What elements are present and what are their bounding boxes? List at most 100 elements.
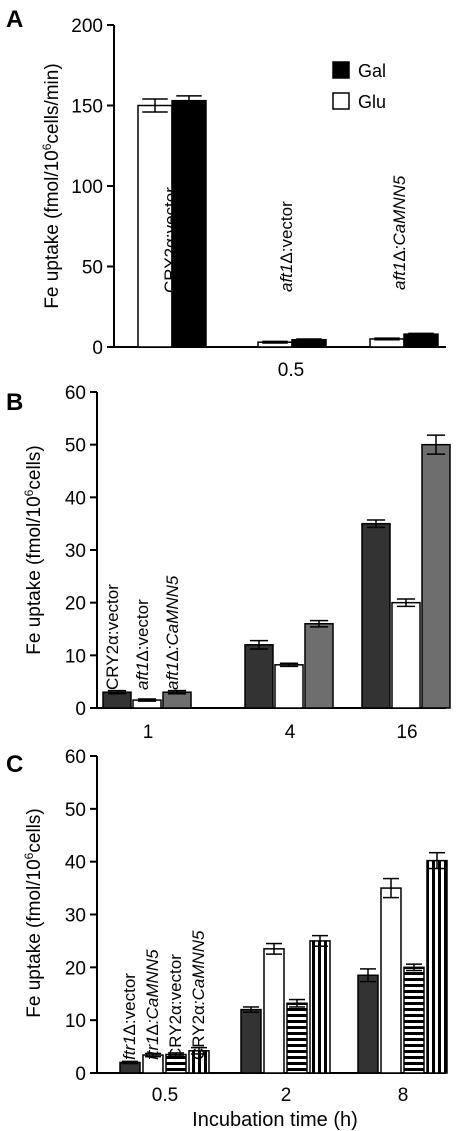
legend-swatch bbox=[332, 92, 350, 110]
series-label: ftr1Δ:CaMNN5 bbox=[143, 949, 162, 1060]
x-tick-label: 0.5 bbox=[152, 1085, 178, 1106]
ylabel-part: Fe uptake (fmol/10 bbox=[24, 496, 45, 654]
ylabel-part: Fe uptake (fmol/10 bbox=[42, 150, 63, 308]
bar-2 bbox=[421, 443, 451, 709]
series-label-part: aft1 bbox=[133, 662, 152, 690]
ylabel-superscript: 6 bbox=[22, 489, 36, 496]
series-label-part: CRY2 bbox=[103, 645, 122, 690]
x-tick-label: 8 bbox=[398, 1085, 409, 1106]
series-label-part: Δ bbox=[163, 650, 182, 661]
group-label-part: α bbox=[161, 238, 180, 248]
x-tick-label: 4 bbox=[285, 722, 296, 743]
panel-b-y-tick-label: 30 bbox=[65, 541, 86, 562]
series-label-part: ftr1 bbox=[120, 1035, 139, 1060]
series-label-part: α bbox=[166, 1005, 185, 1015]
series-label-part: :vector bbox=[133, 599, 152, 650]
bar-0 bbox=[361, 522, 391, 709]
ylabel-part: cells/min) bbox=[42, 63, 63, 143]
panel-a-y-tick-label: 200 bbox=[71, 16, 103, 37]
group-label-part: aft1 bbox=[277, 264, 296, 292]
series-label: aft1Δ:CaMNN5 bbox=[163, 575, 182, 690]
series-label-part: ftr1 bbox=[143, 1035, 162, 1060]
series-label-part: α bbox=[103, 635, 122, 645]
bar-1 bbox=[263, 948, 285, 1074]
bar-0 bbox=[357, 974, 379, 1074]
series-label-part: Δ bbox=[143, 1024, 162, 1035]
bar-2 bbox=[162, 691, 192, 709]
group-label-part: Δ bbox=[390, 250, 409, 261]
panel-a-y-tick-label: 100 bbox=[71, 177, 103, 198]
bar-2 bbox=[286, 1002, 308, 1074]
ylabel-part: cells) bbox=[24, 445, 45, 489]
panel-letter-a: A bbox=[6, 6, 23, 33]
x-tick-label: 0.5 bbox=[278, 360, 304, 381]
group-label-part: :CaMNN5 bbox=[390, 175, 409, 250]
series-label: CRY2α:vector bbox=[166, 954, 185, 1060]
series-label-part: CRY2 bbox=[189, 1015, 208, 1060]
bar-2 bbox=[304, 622, 334, 709]
bar-1 bbox=[380, 887, 402, 1074]
bar-1 bbox=[391, 601, 421, 709]
group-label-part: CRY2 bbox=[161, 248, 180, 293]
panel-b-y-tick-label: 0 bbox=[75, 699, 86, 720]
bar-3 bbox=[426, 859, 448, 1074]
y-axis-label-a: Fe uptake (fmol/106cells/min) bbox=[40, 63, 63, 308]
group-label-part: :vector bbox=[277, 201, 296, 252]
group-label-part: Δ bbox=[277, 252, 296, 263]
panel-c-y-tick-label: 40 bbox=[65, 853, 86, 874]
panel-c-y-tick-label: 50 bbox=[65, 800, 86, 821]
x-tick-label: 1 bbox=[143, 722, 154, 743]
legend-label: Glu bbox=[358, 92, 386, 112]
group-label: aft1Δ:vector bbox=[277, 201, 296, 292]
panel-b-y-tick-label: 50 bbox=[65, 436, 86, 457]
series-label-part: :vector bbox=[120, 973, 139, 1024]
bar-2 bbox=[403, 966, 425, 1074]
panel-a-y-tick-label: 0 bbox=[92, 338, 103, 359]
bar-gal bbox=[171, 99, 207, 348]
bar-1 bbox=[274, 664, 304, 709]
panel-c-y-tick-label: 60 bbox=[65, 747, 86, 768]
ylabel-superscript: 6 bbox=[40, 143, 54, 150]
series-label-part: CRY2 bbox=[166, 1015, 185, 1060]
x-tick-label: 16 bbox=[396, 722, 417, 743]
series-label-part: :CaMNN5 bbox=[163, 575, 182, 650]
legend-swatch bbox=[332, 61, 350, 79]
group-label: CRY2α:vector bbox=[161, 187, 180, 293]
bar-0 bbox=[240, 1008, 262, 1074]
bar-0 bbox=[244, 644, 274, 709]
bar-0 bbox=[102, 691, 132, 709]
legend-label: Gal bbox=[358, 61, 386, 81]
panel-b: B Fe uptake (fmol/106cells) 0 10 20 30 40 50 60 C… bbox=[6, 383, 451, 743]
ylabel-part: Fe uptake (fmol/10 bbox=[24, 859, 45, 1017]
series-label-part: Δ bbox=[120, 1024, 139, 1035]
panel-a: A Fe uptake (fmol/106cells/min) 0 50 100 150 2… bbox=[6, 6, 446, 381]
y-axis-label-b: Fe uptake (fmol/106cells) bbox=[22, 445, 45, 654]
panel-c-y-tick-label: 10 bbox=[65, 1011, 86, 1032]
y-axis-label-c: Fe uptake (fmol/106cells) bbox=[22, 808, 45, 1017]
panel-c-y-tick-label: 30 bbox=[65, 906, 86, 927]
x-axis-label-c: Incubation time (h) bbox=[192, 1109, 358, 1131]
ylabel-superscript: 6 bbox=[22, 852, 36, 859]
x-tick-label: 2 bbox=[281, 1085, 292, 1106]
series-label: CRY2α:CaMNN5 bbox=[189, 930, 208, 1060]
panel-b-y-tick-label: 40 bbox=[65, 488, 86, 509]
panel-letter-c: C bbox=[6, 751, 23, 778]
series-label-part: Δ bbox=[133, 650, 152, 661]
panel-b-y-tick-label: 20 bbox=[65, 594, 86, 615]
series-label-part: α bbox=[189, 1005, 208, 1015]
series-label: CRY2α:vector bbox=[103, 584, 122, 690]
group-label-part: aft1 bbox=[390, 262, 409, 290]
ylabel-part: cells) bbox=[24, 808, 45, 852]
group-label: aft1Δ:CaMNN5 bbox=[390, 175, 409, 290]
series-label-part: aft1 bbox=[163, 662, 182, 690]
bar-gal bbox=[403, 333, 439, 348]
series-label-part: :vector bbox=[166, 954, 185, 1005]
bar-3 bbox=[309, 940, 331, 1074]
group-label-part: :vector bbox=[161, 187, 180, 238]
panel-a-y-tick-label: 50 bbox=[82, 258, 103, 279]
series-label-part: :CaMNN5 bbox=[143, 949, 162, 1024]
series-label-part: :CaMNN5 bbox=[189, 930, 208, 1005]
panel-letter-b: B bbox=[6, 389, 23, 416]
panel-b-y-tick-label: 10 bbox=[65, 646, 86, 667]
